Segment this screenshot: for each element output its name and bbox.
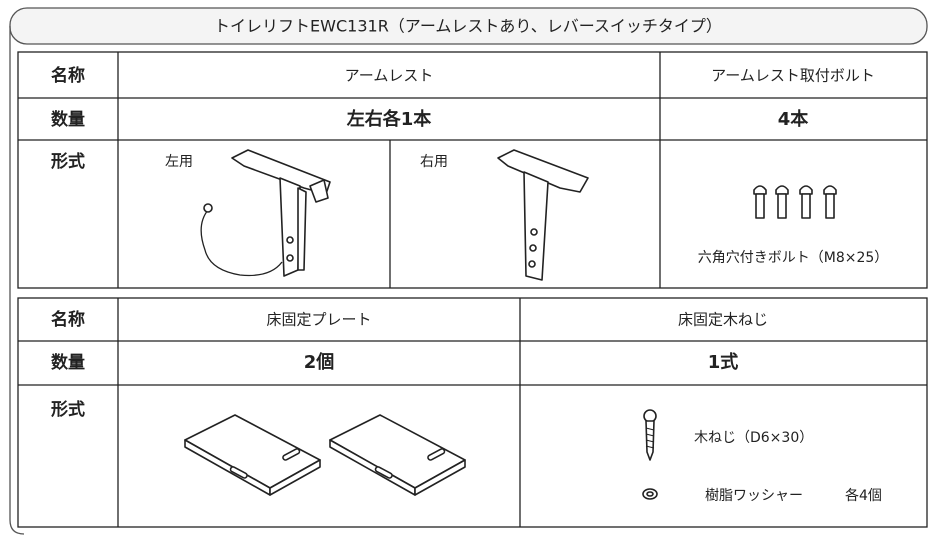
cell: 右用 [420,154,448,170]
row-label: 名称 [51,65,85,86]
screw-illustration [643,409,657,461]
cell: 木ねじ（D6×30） [694,430,813,446]
row-label: 形式 [51,399,85,420]
cell: 樹脂ワッシャー [705,488,803,504]
cell: 床固定プレート [266,311,371,329]
cell: 1式 [708,351,739,373]
table-1-grid [17,51,928,289]
cell: アームレスト取付ボルト [711,67,875,85]
plate-illustration [184,414,466,496]
cell: 床固定木ねじ [678,311,768,329]
cell: アームレスト [345,67,434,85]
cell: 4本 [778,108,809,130]
title: トイレリフトEWC131R（アームレストあり、レバースイッチタイプ） [214,17,722,36]
row-label: 形式 [51,151,85,172]
washer-illustration [642,488,658,500]
bolt-illustration [753,185,837,219]
table-2-grid [17,297,928,528]
left-armrest-illustration [200,149,331,277]
cell: 2個 [304,352,335,373]
cell: 各4個 [845,488,882,504]
right-armrest-illustration [497,149,589,281]
row-label: 数量 [51,109,85,130]
row-label: 数量 [51,352,85,373]
cell: 左右各1本 [347,108,432,130]
cell: 左用 [165,154,193,170]
row-label: 名称 [51,309,85,330]
cell: 六角穴付きボルト（M8×25） [698,250,889,266]
frame-line [9,26,25,535]
